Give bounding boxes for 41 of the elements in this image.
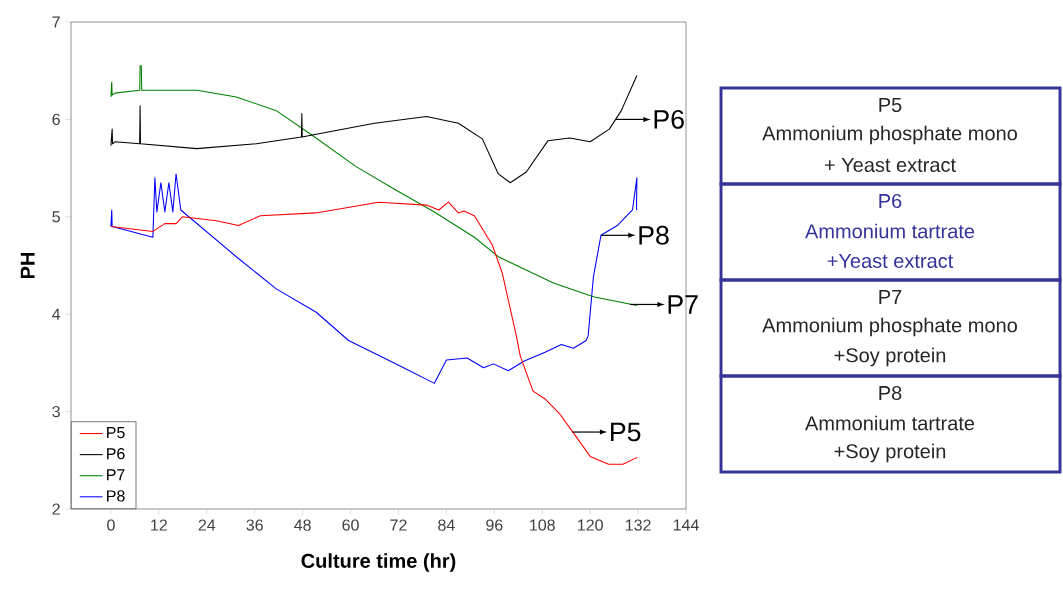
text: Ammonium phosphate mono xyxy=(762,125,1017,145)
text: +Soy protein xyxy=(834,347,946,367)
x-tick-label: 48 xyxy=(294,519,311,531)
y-tick-label: 2 xyxy=(52,503,60,515)
x-tick-label: 132 xyxy=(625,519,651,531)
x-tick-label: 96 xyxy=(486,519,503,531)
annotation: P7 xyxy=(668,295,698,314)
text: Ammonium phosphate mono xyxy=(762,317,1017,337)
x-tick-label: 84 xyxy=(438,519,455,531)
y-axis-title: PH xyxy=(20,252,35,279)
annotation: P5 xyxy=(611,422,641,442)
text: +Yeast extract xyxy=(827,254,954,268)
x-tick-label: 108 xyxy=(530,519,555,531)
y-tick-label: 5 xyxy=(52,211,60,223)
text: P8 xyxy=(879,385,902,401)
annotation: P6 xyxy=(654,109,684,129)
text: Ammonium tartrate xyxy=(805,223,975,239)
x-tick-label: 36 xyxy=(246,519,263,531)
y-tick-label: 4 xyxy=(52,308,61,320)
x-tick-label: 144 xyxy=(673,519,699,531)
y-tick-label: 6 xyxy=(52,113,60,126)
x-tick-label: 24 xyxy=(198,519,216,531)
annotation: P8 xyxy=(639,225,669,245)
text: +Soy protein xyxy=(834,443,946,463)
legend-label: P7 xyxy=(107,469,125,481)
legend-label: P8 xyxy=(107,490,125,502)
x-tick-label: 0 xyxy=(107,519,115,531)
text: P6 xyxy=(879,193,902,209)
legend-label: P6 xyxy=(107,448,125,460)
y-tick-label: 3 xyxy=(52,405,60,418)
text: P5 xyxy=(879,98,902,112)
text: P7 xyxy=(879,290,902,304)
text: Ammonium tartrate xyxy=(805,415,975,431)
text: + Yeast extract xyxy=(824,158,956,172)
legend-label: P5 xyxy=(107,427,125,439)
x-tick-label: 12 xyxy=(151,519,167,531)
x-tick-label: 72 xyxy=(390,519,407,531)
x-tick-label: 60 xyxy=(342,519,359,531)
x-axis-title: Culture time (hr) xyxy=(301,553,456,572)
y-tick-label: 7 xyxy=(52,16,60,28)
x-tick-label: 120 xyxy=(578,519,603,531)
